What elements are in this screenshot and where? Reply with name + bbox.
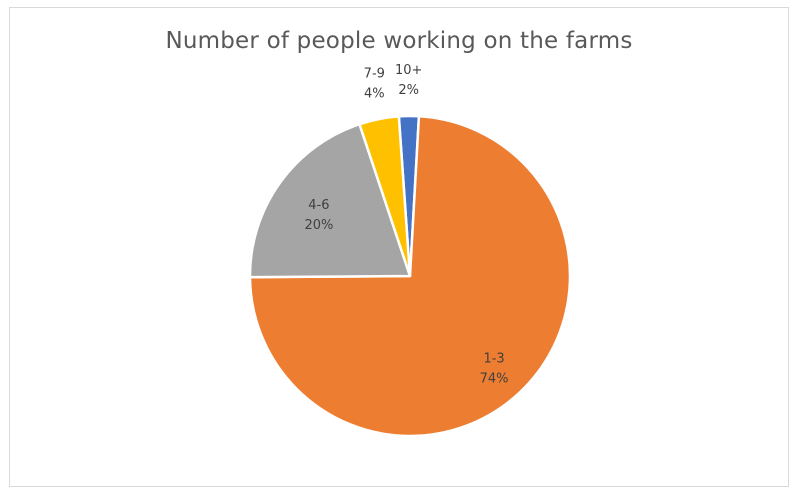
chart-title: Number of people working on the farms	[165, 28, 633, 54]
slice-category-label: 10+	[395, 63, 422, 78]
slice-percent-label: 4%	[364, 87, 385, 102]
pie-slice-7-9	[358, 115, 412, 278]
slice-percent-label: 74%	[480, 371, 509, 386]
slice-category-label: 7-9	[364, 67, 385, 82]
pie-labels: 10+ 2% 1-3 74% 4-6 20% 7-9 4%	[304, 63, 508, 386]
pie-slices	[248, 114, 572, 438]
pie-slice-4-6	[248, 122, 412, 279]
slice-category-label: 4-6	[308, 198, 329, 213]
slice-percent-label: 2%	[398, 83, 419, 98]
slice-category-label: 1-3	[483, 351, 504, 366]
slice-percent-label: 20%	[304, 218, 333, 233]
